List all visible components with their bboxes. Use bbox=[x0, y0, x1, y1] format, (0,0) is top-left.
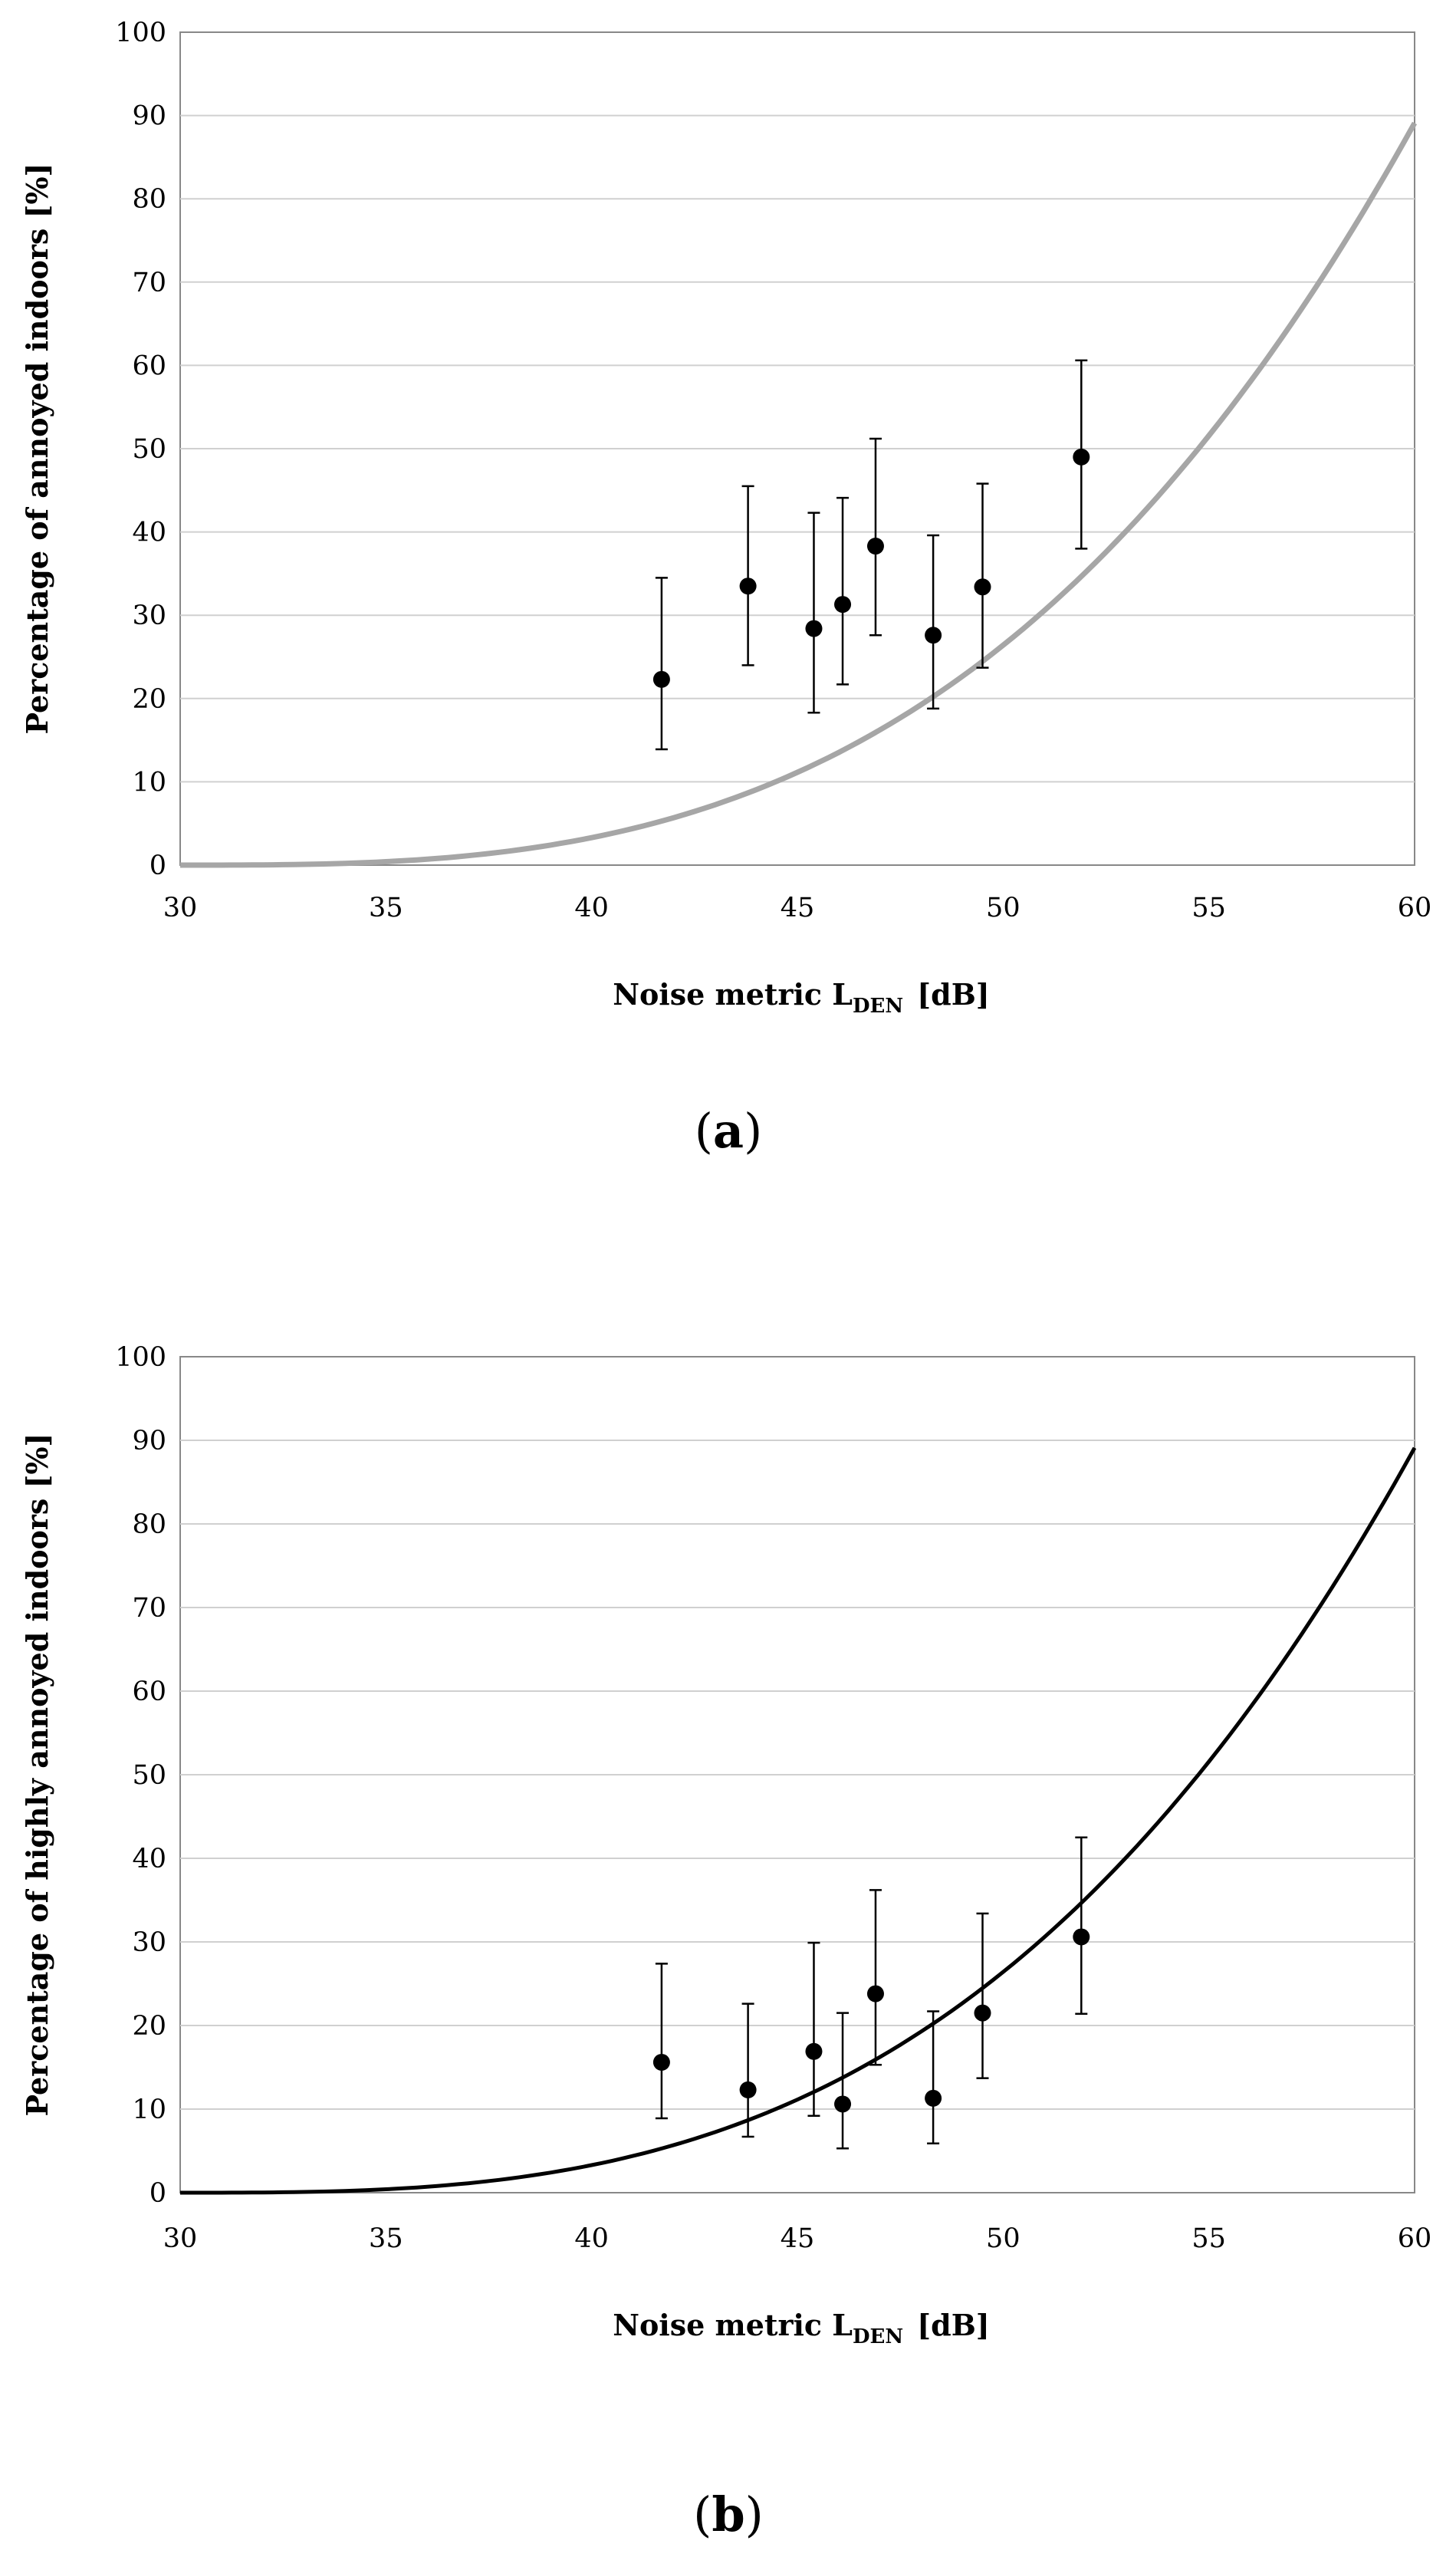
x-tick-60: 60 bbox=[1398, 2223, 1432, 2254]
fit-curve-a bbox=[180, 121, 1418, 868]
data-marker bbox=[739, 578, 757, 595]
gridlines-a bbox=[180, 114, 1415, 783]
data-marker bbox=[652, 670, 670, 688]
x-axis-title-b: Noise metric LDEN [dB] bbox=[613, 2308, 990, 2348]
panel-a: 0 10 20 30 40 50 60 70 80 90 100 30 35 40 45 50 55 60 Pe… bbox=[20, 18, 1431, 1159]
x-tick-55: 55 bbox=[1191, 2223, 1226, 2254]
y-tick-90: 90 bbox=[132, 101, 166, 132]
data-points-b bbox=[652, 1836, 1090, 2150]
data-point-3 bbox=[805, 512, 823, 714]
data-point-8 bbox=[1073, 359, 1090, 550]
y-tick-10: 10 bbox=[132, 767, 166, 798]
y-tick-100: 100 bbox=[115, 1342, 166, 1373]
data-marker bbox=[834, 2095, 852, 2113]
y-tick-90: 90 bbox=[132, 1426, 166, 1456]
y-tick-50: 50 bbox=[132, 434, 166, 465]
data-point-3 bbox=[805, 1941, 823, 2117]
data-marker bbox=[925, 627, 942, 644]
y-tick-50: 50 bbox=[132, 1760, 166, 1791]
data-marker bbox=[805, 620, 823, 637]
data-point-5 bbox=[866, 1889, 884, 2066]
y-tick-70: 70 bbox=[132, 268, 166, 298]
data-marker bbox=[925, 2089, 942, 2107]
data-marker bbox=[739, 2081, 757, 2098]
data-point-4 bbox=[834, 496, 852, 686]
x-tick-50: 50 bbox=[986, 893, 1021, 923]
y-tick-0: 0 bbox=[150, 851, 166, 881]
data-marker bbox=[805, 2042, 823, 2060]
data-point-7 bbox=[974, 482, 991, 669]
y-tick-labels-b: 0 10 20 30 40 50 60 70 80 90 100 bbox=[115, 1342, 166, 2209]
data-marker bbox=[866, 1985, 884, 2002]
y-tick-30: 30 bbox=[132, 1927, 166, 1958]
data-point-6 bbox=[925, 2010, 942, 2144]
x-tick-40: 40 bbox=[574, 2223, 609, 2254]
y-tick-40: 40 bbox=[132, 518, 166, 548]
x-tick-labels-a: 30 35 40 45 50 55 60 bbox=[163, 893, 1432, 923]
y-tick-80: 80 bbox=[132, 1509, 166, 1540]
y-tick-100: 100 bbox=[115, 18, 166, 48]
data-point-1 bbox=[652, 577, 670, 751]
x-tick-labels-b: 30 35 40 45 50 55 60 bbox=[163, 2223, 1432, 2254]
y-tick-60: 60 bbox=[132, 350, 166, 381]
data-marker bbox=[834, 596, 852, 614]
y-tick-20: 20 bbox=[132, 2011, 166, 2042]
data-point-2 bbox=[739, 2002, 757, 2138]
x-tick-60: 60 bbox=[1398, 893, 1432, 923]
panel-b: 0 10 20 30 40 50 60 70 80 90 100 30 35 40 45 50 55 60 Pe… bbox=[20, 1342, 1431, 2542]
y-tick-20: 20 bbox=[132, 684, 166, 715]
data-point-1 bbox=[652, 1963, 670, 2120]
x-tick-55: 55 bbox=[1191, 893, 1226, 923]
x-tick-30: 30 bbox=[163, 893, 198, 923]
data-point-4 bbox=[834, 2012, 852, 2150]
x-tick-40: 40 bbox=[574, 893, 609, 923]
y-tick-10: 10 bbox=[132, 2095, 166, 2125]
x-tick-35: 35 bbox=[369, 2223, 403, 2254]
y-axis-title-a: Percentage of annoyed indoors [%] bbox=[20, 163, 54, 734]
data-point-2 bbox=[739, 485, 757, 666]
x-tick-45: 45 bbox=[781, 2223, 815, 2254]
y-tick-80: 80 bbox=[132, 184, 166, 215]
data-point-6 bbox=[925, 534, 942, 710]
data-marker bbox=[652, 2053, 670, 2071]
data-points-a bbox=[652, 359, 1090, 751]
data-point-5 bbox=[866, 437, 884, 637]
data-marker bbox=[974, 578, 991, 596]
data-marker bbox=[866, 538, 884, 555]
panel-caption-b: (b) bbox=[693, 2486, 764, 2542]
x-tick-45: 45 bbox=[781, 893, 815, 923]
x-axis-title-a: Noise metric LDEN [dB] bbox=[613, 977, 990, 1018]
y-tick-0: 0 bbox=[150, 2178, 166, 2209]
y-axis-title-b: Percentage of highly annoyed indoors [%] bbox=[20, 1433, 54, 2116]
y-tick-30: 30 bbox=[132, 601, 166, 631]
panel-caption-a: (a) bbox=[695, 1103, 763, 1159]
y-tick-70: 70 bbox=[132, 1593, 166, 1624]
data-marker bbox=[974, 2004, 991, 2022]
data-marker bbox=[1073, 1928, 1090, 1946]
fit-curve-line bbox=[180, 121, 1418, 868]
y-tick-60: 60 bbox=[132, 1677, 166, 1707]
gridlines-b bbox=[180, 1440, 1415, 2110]
fit-curve-line bbox=[180, 1446, 1417, 2195]
y-tick-40: 40 bbox=[132, 1844, 166, 1874]
x-tick-35: 35 bbox=[369, 893, 403, 923]
fit-curve-b bbox=[180, 1446, 1417, 2195]
data-point-7 bbox=[974, 1912, 991, 2079]
x-tick-30: 30 bbox=[163, 2223, 198, 2254]
data-marker bbox=[1073, 448, 1090, 466]
data-point-8 bbox=[1073, 1836, 1090, 2015]
x-tick-50: 50 bbox=[986, 2223, 1021, 2254]
y-tick-labels-a: 0 10 20 30 40 50 60 70 80 90 100 bbox=[115, 18, 166, 881]
